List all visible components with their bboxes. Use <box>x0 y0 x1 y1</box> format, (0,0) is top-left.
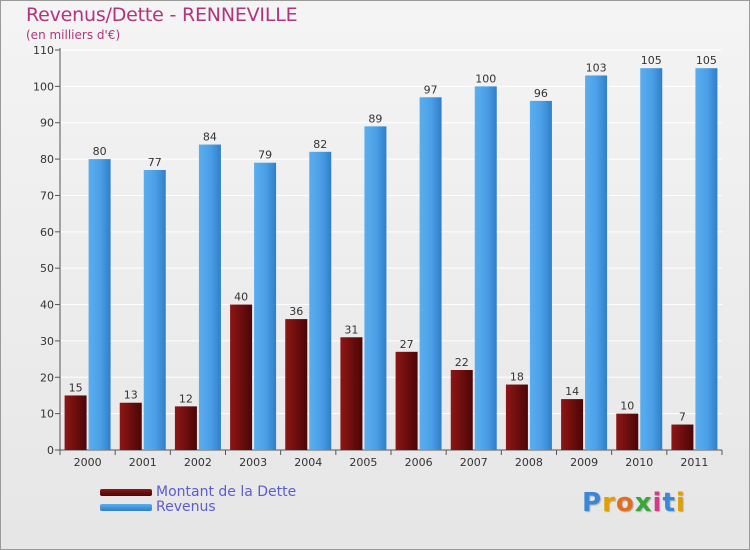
y-tick-label: 10 <box>40 408 54 421</box>
x-tick-label: 2006 <box>405 456 433 469</box>
bar-dette <box>450 370 473 450</box>
logo-letter: o <box>615 488 635 518</box>
data-label-revenus: 105 <box>641 54 662 67</box>
y-tick-label: 70 <box>40 189 54 202</box>
y-tick-label: 100 <box>33 80 54 93</box>
data-label-revenus: 77 <box>148 156 162 169</box>
bar-revenus <box>474 86 497 450</box>
bar-dette <box>230 304 253 450</box>
bar-dette <box>119 402 142 450</box>
data-label-dette: 12 <box>179 392 193 405</box>
data-label-revenus: 100 <box>475 72 496 85</box>
data-label-dette: 7 <box>679 411 686 424</box>
logo-letter: r <box>602 488 616 518</box>
data-label-revenus: 105 <box>696 54 717 67</box>
data-label-dette: 27 <box>400 338 414 351</box>
logo-letter: P <box>582 488 603 518</box>
y-tick-label: 0 <box>47 444 54 457</box>
bar-revenus <box>309 151 332 450</box>
bar-dette <box>671 424 694 450</box>
y-tick-label: 40 <box>40 299 54 312</box>
y-tick-label: 60 <box>40 226 54 239</box>
bar-revenus <box>143 170 166 450</box>
x-tick-label: 2000 <box>74 456 102 469</box>
data-label-dette: 14 <box>565 385 579 398</box>
data-label-revenus: 79 <box>258 149 272 162</box>
y-tick-label: 50 <box>40 262 54 275</box>
logo-letter: i <box>675 488 686 518</box>
legend-swatch-revenus <box>100 504 152 511</box>
legend-label-dette: Montant de la Dette <box>156 484 297 500</box>
x-tick-label: 2002 <box>184 456 212 469</box>
bar-dette <box>505 384 528 450</box>
data-label-dette: 22 <box>455 356 469 369</box>
data-label-dette: 13 <box>124 389 138 402</box>
y-tick-label: 110 <box>33 44 54 57</box>
y-tick-label: 90 <box>40 117 54 130</box>
proxiti-logo: Proxiti <box>582 488 686 518</box>
bar-revenus <box>364 126 387 450</box>
bar-revenus <box>419 97 442 450</box>
x-tick-label: 2005 <box>349 456 377 469</box>
bar-dette <box>174 406 197 450</box>
bar-revenus <box>254 162 277 450</box>
chart-subtitle: (en milliers d'€) <box>26 28 121 42</box>
x-tick-label: 2001 <box>129 456 157 469</box>
data-label-dette: 36 <box>289 305 303 318</box>
bar-dette <box>616 413 639 450</box>
bar-revenus <box>640 68 663 450</box>
bar-revenus <box>695 68 718 450</box>
logo-letter: t <box>662 488 676 518</box>
bar-revenus <box>88 159 111 450</box>
data-label-revenus: 96 <box>534 87 548 100</box>
bar-revenus <box>585 75 608 451</box>
axis-layer: 0 10 20 30 40 50 60 70 80 90 100 110 2000 2001 2002 200… <box>33 44 723 469</box>
logo-letter: x <box>634 488 653 518</box>
chart-title: Revenus/Dette - RENNEVILLE <box>26 4 298 26</box>
grid-layer <box>60 49 722 451</box>
x-tick-label: 2008 <box>515 456 543 469</box>
data-label-revenus: 80 <box>93 145 107 158</box>
bars-layer <box>64 68 718 451</box>
data-label-dette: 15 <box>69 381 83 394</box>
data-label-dette: 31 <box>344 323 358 336</box>
logo-letter: i <box>652 488 663 518</box>
x-tick-label: 2007 <box>460 456 488 469</box>
data-label-revenus: 89 <box>368 112 382 125</box>
x-tick-label: 2003 <box>239 456 267 469</box>
data-label-revenus: 82 <box>313 138 327 151</box>
data-label-dette: 18 <box>510 371 524 384</box>
data-label-revenus: 97 <box>424 83 438 96</box>
y-tick-label: 20 <box>40 371 54 384</box>
legend-label-revenus: Revenus <box>156 499 216 515</box>
labels-layer: 15 80 13 77 12 84 40 79 36 82 31 89 27 97 22 100 18 96 14 1… <box>69 54 717 423</box>
data-label-revenus: 84 <box>203 131 217 144</box>
x-tick-label: 2010 <box>625 456 653 469</box>
bar-dette <box>561 399 584 450</box>
data-label-dette: 40 <box>234 291 248 304</box>
bar-dette <box>340 337 363 450</box>
data-label-revenus: 103 <box>586 61 607 74</box>
y-tick-label: 80 <box>40 153 54 166</box>
bar-dette <box>64 395 87 450</box>
x-tick-label: 2011 <box>680 456 708 469</box>
legend-swatch-dette <box>100 489 152 496</box>
bar-revenus <box>529 100 552 450</box>
bar-revenus <box>198 144 221 450</box>
bar-dette <box>395 351 418 450</box>
bar-dette <box>285 319 308 450</box>
y-tick-label: 30 <box>40 335 54 348</box>
data-label-dette: 10 <box>620 400 634 413</box>
x-tick-label: 2004 <box>294 456 322 469</box>
x-tick-label: 2009 <box>570 456 598 469</box>
